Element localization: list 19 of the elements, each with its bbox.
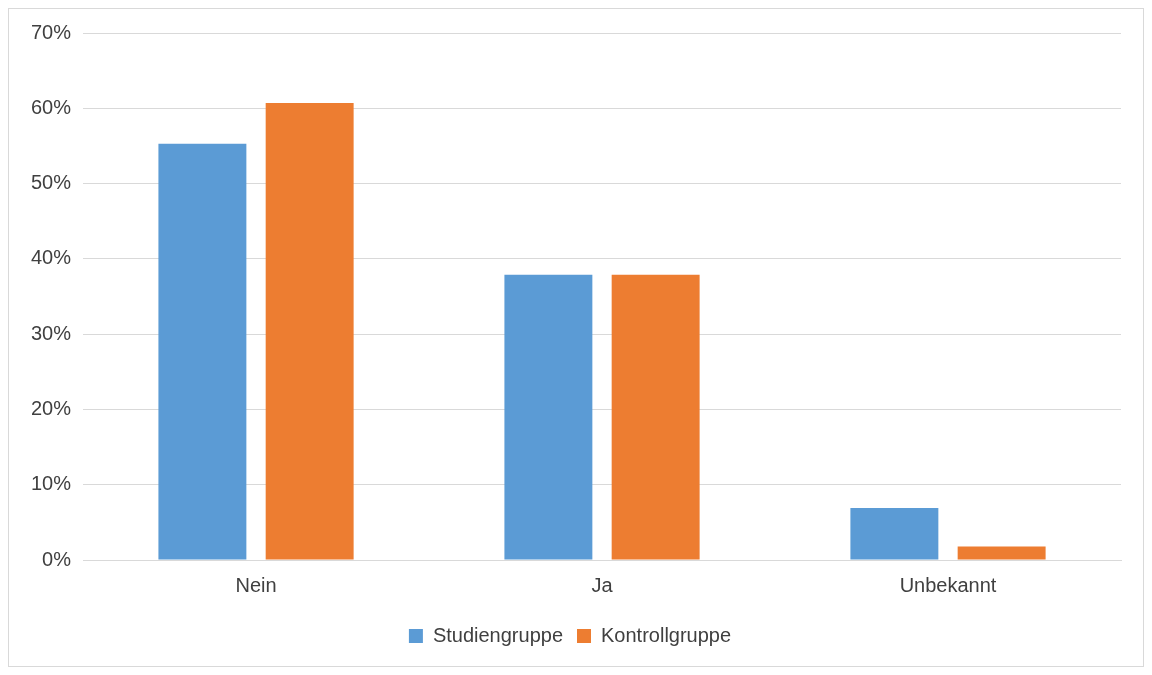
bar [957,546,1046,560]
legend-label: Kontrollgruppe [601,623,732,646]
y-tick-label: 40% [31,246,72,269]
y-tick-label: 0% [42,547,72,570]
bar [158,143,247,560]
y-tick-label: 20% [31,396,72,419]
bar [850,508,939,560]
y-tick-label: 70% [31,20,72,43]
y-tick-label: 10% [31,472,72,495]
x-tick-label: Nein [235,573,277,596]
bar [504,274,593,560]
legend-label: Studiengruppe [432,623,564,646]
x-tick-label: Ja [591,573,614,596]
y-tick-label: 60% [31,95,72,118]
bar [611,274,700,560]
y-tick-label: 50% [31,171,72,194]
x-tick-label: Unbekannt [899,573,997,596]
bar [265,103,354,560]
y-tick-label: 30% [31,321,72,344]
